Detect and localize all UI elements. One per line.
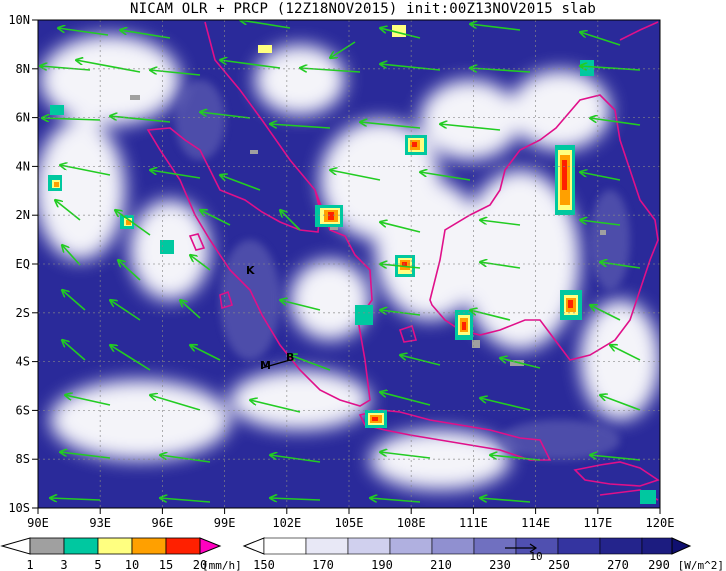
x-tick-96e: 96E <box>152 516 174 530</box>
axis-ticks <box>32 19 661 514</box>
place-label-b: B <box>286 351 294 364</box>
olr-tick-190: 190 <box>371 558 393 571</box>
olr-tick-210: 210 <box>430 558 452 571</box>
olr-tick-250: 250 <box>548 558 570 571</box>
place-label-m: M <box>260 359 271 372</box>
wind-vectors <box>40 20 641 503</box>
x-tick-93e: 93E <box>89 516 111 530</box>
x-tick-117e: 117E <box>583 516 612 530</box>
olr-tick-170: 170 <box>312 558 334 571</box>
x-tick-114e: 114E <box>521 516 550 530</box>
y-tick-2n: 2N <box>16 208 30 222</box>
precip-tick-10: 10 <box>125 558 139 571</box>
precip-swatch-15 <box>165 537 201 555</box>
coastlines <box>146 21 660 501</box>
reference-vector-label: 10 <box>529 550 542 563</box>
x-tick-105e: 105E <box>335 516 364 530</box>
precip-tick-1: 1 <box>26 558 33 571</box>
x-tick-108e: 108E <box>397 516 426 530</box>
y-tick-4s: 4S <box>16 355 30 369</box>
precip-tick-20: 20 <box>193 558 207 571</box>
precip-colorbar-low-arrow <box>0 537 31 555</box>
precip-colorbar-high-arrow <box>199 537 222 555</box>
precip-swatch-10 <box>131 537 167 555</box>
figure-title: NICAM OLR + PRCP (12Z18NOV2015) init:00Z… <box>130 1 596 17</box>
precip-swatch-3 <box>63 537 99 555</box>
olr-colorbar: 10 150 170 190 210 230 250 270 290 [W/m^… <box>242 537 724 571</box>
precip-tick-5: 5 <box>94 558 101 571</box>
olr-tick-290: 290 <box>648 558 670 571</box>
gridlines <box>38 20 660 508</box>
y-tick-10n: 10N <box>8 13 30 27</box>
place-label-k: K <box>246 264 255 277</box>
y-tick-8s: 8S <box>16 452 30 466</box>
olr-tick-150: 150 <box>253 558 275 571</box>
precip-unit: [mm/h] <box>202 559 242 571</box>
x-tick-90e: 90E <box>27 516 49 530</box>
station-link <box>261 359 291 369</box>
x-tick-111e: 111E <box>459 516 488 530</box>
y-tick-eq: EQ <box>16 257 30 271</box>
x-tick-99e: 99E <box>214 516 236 530</box>
y-tick-6n: 6N <box>16 111 30 125</box>
olr-tick-270: 270 <box>607 558 629 571</box>
precip-swatch-1 <box>29 537 65 555</box>
map-panel: K M B <box>38 20 660 508</box>
precip-swatch-5 <box>97 537 133 555</box>
precip-tick-3: 3 <box>60 558 67 571</box>
x-tick-labels: 90E 93E 96E 99E 102E 105E 108E 111E 114E… <box>27 516 674 530</box>
olr-colorbar-high-arrow <box>671 537 692 555</box>
y-tick-4n: 4N <box>16 159 30 173</box>
y-tick-2s: 2S <box>16 306 30 320</box>
precip-tick-15: 15 <box>159 558 173 571</box>
y-tick-8n: 8N <box>16 62 30 76</box>
precip-colorbar: 1 3 5 10 15 20 [mm/h] <box>0 537 242 571</box>
y-tick-labels: 10N 8N 6N 4N 2N EQ 2S 4S 6S 8S 10S <box>8 13 30 515</box>
x-tick-120e: 120E <box>646 516 675 530</box>
x-tick-102e: 102E <box>272 516 301 530</box>
olr-tick-230: 230 <box>489 558 511 571</box>
y-tick-10s: 10S <box>8 501 30 515</box>
y-tick-6s: 6S <box>16 403 30 417</box>
olr-colorbar-low-arrow <box>242 537 265 555</box>
olr-unit: [W/m^2] <box>678 559 724 571</box>
